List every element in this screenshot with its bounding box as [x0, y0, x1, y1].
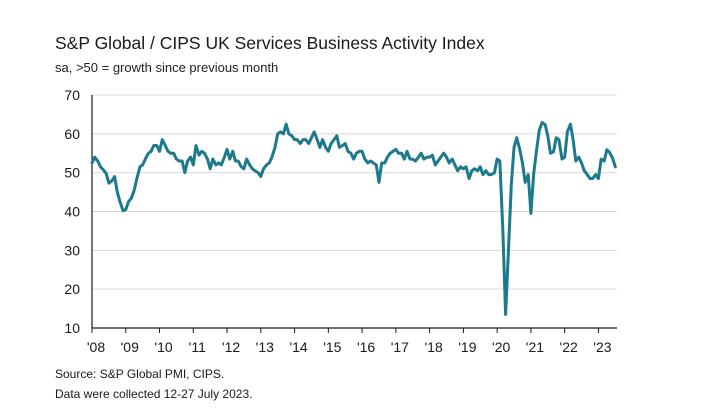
- x-tick-label: '08: [87, 339, 105, 355]
- x-tick-label: '13: [256, 339, 274, 355]
- x-tick-label: '15: [323, 339, 341, 355]
- x-tick-label: '22: [560, 339, 578, 355]
- collection-note: Data were collected 12-27 July 2023.: [55, 387, 253, 401]
- x-tick-label: '18: [424, 339, 442, 355]
- x-tick-label: '11: [189, 339, 206, 355]
- chart-title: S&P Global / CIPS UK Services Business A…: [55, 33, 485, 53]
- y-tick-label: 60: [64, 126, 80, 142]
- x-tick-label: '20: [492, 339, 510, 355]
- x-tick-label: '19: [458, 339, 476, 355]
- x-tick-label: '23: [593, 339, 611, 355]
- source-note: Source: S&P Global PMI, CIPS.: [55, 367, 225, 381]
- x-tick-label: '10: [154, 339, 172, 355]
- x-tick-label: '09: [121, 339, 139, 355]
- x-tick-label: '14: [289, 339, 307, 355]
- chart-subtitle: sa, >50 = growth since previous month: [55, 60, 279, 75]
- y-tick-label: 10: [64, 320, 80, 336]
- x-tick-label: '12: [222, 339, 240, 355]
- y-tick-label: 50: [64, 165, 80, 181]
- x-tick-label: '16: [357, 339, 375, 355]
- y-tick-label: 30: [64, 242, 80, 258]
- x-tick-label: '21: [526, 339, 544, 355]
- y-tick-label: 40: [64, 204, 80, 220]
- y-tick-label: 20: [64, 281, 80, 297]
- x-tick-label: '17: [391, 339, 409, 355]
- series-line-0: [90, 121, 617, 316]
- y-tick-label: 70: [64, 87, 80, 103]
